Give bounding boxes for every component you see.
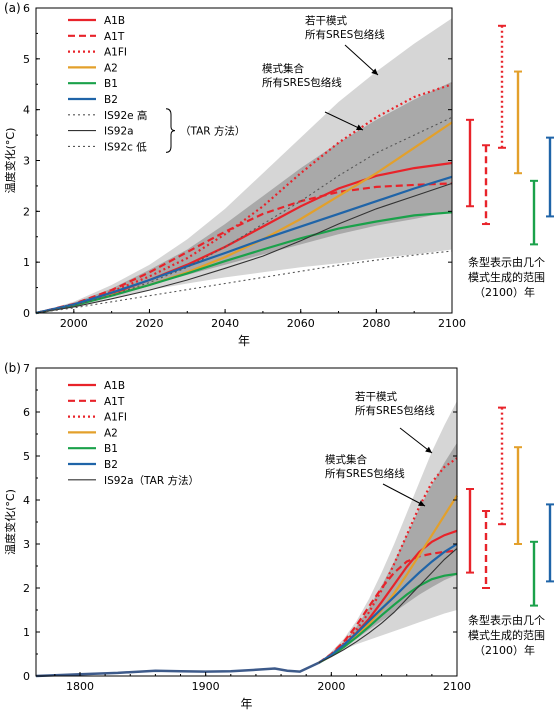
x-tick-label: 2020	[135, 317, 163, 330]
legend-label: A1B	[104, 15, 125, 27]
x-tick-label: 1900	[192, 680, 220, 693]
outer-arrow	[344, 44, 379, 76]
x-tick-label: 2060	[287, 317, 315, 330]
legend-label: A1FI	[104, 412, 127, 424]
series-line-is92e	[35, 116, 453, 314]
outer-envelope-note-line: 若干模式	[305, 14, 347, 27]
panel-label: (a)	[4, 1, 21, 15]
y-tick-label: 1	[23, 256, 30, 269]
inner-envelope-note: 模式集合所有SRES包络线	[262, 62, 342, 89]
y-tick-label: 3	[23, 155, 30, 168]
x-axis-label: 年	[240, 697, 252, 711]
tar-label: （TAR 方法）	[180, 125, 245, 138]
legend-label: B1	[104, 78, 118, 90]
inner-envelope-note-line: 模式集合	[325, 453, 367, 466]
y-tick-label: 7	[23, 362, 30, 375]
outer-envelope-note-line: 所有SRES包络线	[355, 404, 435, 417]
x-axis-label: 年	[238, 334, 250, 348]
y-tick-label: 4	[23, 494, 30, 507]
panel-a: 0 1 2 3 4 5 6 2000 2020 2040 2060 2080 2100 年 温度变化(°C)…	[3, 1, 554, 348]
y-tick-label: 1	[23, 626, 30, 639]
outer-envelope-note-line: 所有SRES包络线	[305, 28, 385, 41]
legend-label: A2	[104, 427, 118, 439]
inner-envelope-note-line: 所有SRES包络线	[262, 76, 342, 89]
inner-arrow	[382, 483, 426, 507]
y-tick-label: 0	[23, 670, 30, 683]
inner-arrow	[324, 111, 364, 131]
y-tick-label: 2	[23, 205, 30, 218]
range-bars-note-line: （2100）年	[474, 285, 535, 299]
y-tick-label: 6	[23, 2, 30, 15]
brace	[165, 108, 176, 153]
x-tick-label: 2100	[443, 680, 471, 693]
legend-label: A1T	[104, 31, 125, 43]
series-line-is92c	[35, 250, 453, 314]
x-tick-label: 2000	[317, 680, 345, 693]
legend-label: B1	[104, 443, 118, 455]
inner-arrow-head	[356, 124, 363, 131]
legend-label: A1T	[104, 396, 125, 408]
series-line-is92a	[35, 182, 453, 314]
inner-arrow-head	[418, 500, 425, 506]
y-tick-label: 2	[23, 582, 30, 595]
series-line-b1	[318, 572, 458, 664]
inner-envelope-note: 模式集合所有SRES包络线	[325, 453, 405, 480]
series-line-a1t	[35, 182, 453, 315]
series-line-b2	[318, 543, 458, 664]
series-line-is92a-tar	[318, 547, 458, 664]
series-line-a1fi	[318, 457, 458, 664]
y-tick-label: 4	[23, 104, 30, 117]
inner-envelope-note-line: 模式集合	[262, 62, 304, 75]
legend-label: A1B	[104, 380, 125, 392]
legend-label: IS92a（TAR 方法）	[104, 474, 199, 487]
legend-label: IS92a	[104, 126, 134, 138]
inner-envelope-note-line: 所有SRES包络线	[325, 467, 405, 480]
legend-label: IS92e 高	[104, 109, 147, 122]
envelope-outer	[318, 401, 457, 663]
outer-arrow-head	[371, 68, 378, 75]
range-bars-note-line: 条型表示由几个	[468, 255, 545, 269]
range-bars-note-line: （2100）年	[474, 643, 535, 657]
range-bars-note-line: 模式生成的范围	[468, 270, 545, 284]
range-bars-note: 条型表示由几个模式生成的范围（2100）年	[468, 255, 545, 299]
legend-label: IS92c 低	[104, 140, 147, 153]
outer-envelope-note-line: 若干模式	[355, 390, 397, 403]
history-line	[35, 661, 320, 678]
range-bars-note-line: 模式生成的范围	[468, 628, 545, 642]
panel-label: (b)	[4, 361, 21, 375]
x-tick-label: 2000	[60, 317, 88, 330]
outer-arrow-head	[425, 446, 432, 453]
x-tick-label: 1800	[66, 680, 94, 693]
y-tick-label: 5	[23, 450, 30, 463]
envelope-outer	[36, 18, 452, 313]
legend-label: B2	[104, 94, 118, 106]
outer-envelope-note: 若干模式所有SRES包络线	[355, 390, 435, 417]
legend-label: A1FI	[104, 47, 127, 59]
x-tick-label: 2100	[438, 317, 466, 330]
y-axis-label: 温度变化(°C)	[3, 128, 17, 194]
y-tick-label: 5	[23, 53, 30, 66]
x-tick-label: 2040	[211, 317, 239, 330]
range-bars-note: 条型表示由几个模式生成的范围（2100）年	[468, 613, 545, 657]
series-line-b2	[35, 175, 453, 315]
legend-label: B2	[104, 459, 118, 471]
y-axis-label: 温度变化(°C)	[3, 489, 17, 555]
y-tick-label: 3	[23, 538, 30, 551]
y-tick-label: 6	[23, 406, 30, 419]
envelope-inner	[318, 442, 457, 663]
y-tick-label: 0	[23, 307, 30, 320]
outer-envelope-note: 若干模式所有SRES包络线	[305, 14, 385, 41]
x-tick-label: 2080	[362, 317, 390, 330]
legend-label: A2	[104, 62, 118, 74]
panel-b: 0 1 2 3 4 5 6 7 1800 1900 2000 2100 年 温度变化(°C) (b) A1B A…	[3, 361, 554, 711]
outer-arrow	[399, 427, 433, 454]
envelope-inner	[36, 81, 452, 313]
range-bars-note-line: 条型表示由几个	[468, 613, 545, 627]
